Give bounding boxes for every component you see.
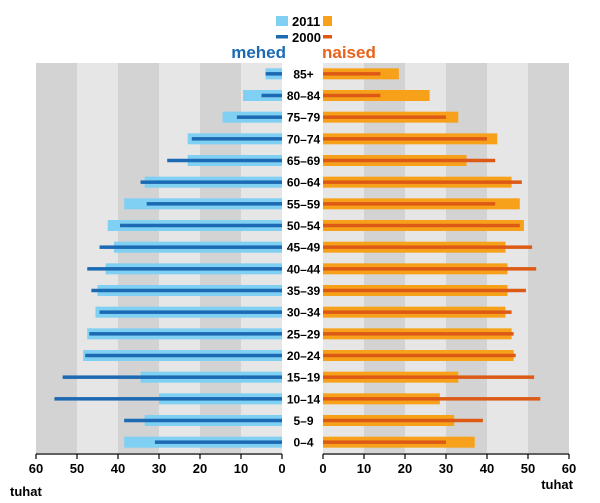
- line-female-2000: [323, 180, 522, 184]
- line-female-2000: [323, 202, 496, 206]
- age-label: 25–29: [287, 327, 321, 341]
- legend-swatch-2011-male: [276, 16, 288, 26]
- x-tick-label-left: 60: [29, 461, 43, 476]
- x-tick-label-left: 20: [193, 461, 207, 476]
- legend-swatch-2000-male: [276, 35, 288, 39]
- age-label: 45–49: [287, 241, 321, 255]
- line-male-2000: [62, 375, 283, 379]
- line-male-2000: [140, 180, 282, 184]
- x-tick-label-right: 30: [439, 461, 453, 476]
- x-tick-label-right: 20: [398, 461, 412, 476]
- band-left-0: [36, 63, 77, 453]
- line-male-2000: [91, 288, 282, 293]
- line-markers: [54, 72, 541, 444]
- line-female-2000: [323, 93, 381, 98]
- age-label: 70–74: [287, 132, 321, 146]
- age-label: 15–19: [287, 371, 321, 385]
- line-male-2000: [54, 397, 283, 401]
- legend-label-2000: 2000: [292, 30, 321, 45]
- line-male-2000: [99, 310, 282, 314]
- band-right-0: [528, 63, 569, 453]
- age-label: 40–44: [287, 262, 321, 276]
- band-right-4: [364, 63, 405, 453]
- legend-label-2011: 2011: [292, 14, 320, 29]
- x-unit-label: tuhat: [10, 484, 42, 499]
- x-tick-label-right: 40: [480, 461, 494, 476]
- line-male-2000: [154, 440, 282, 444]
- line-male-2000: [89, 332, 282, 336]
- line-female-2000: [323, 245, 533, 249]
- band-left-2: [118, 63, 159, 453]
- age-label: 10–14: [287, 392, 321, 406]
- x-unit-label-right: tuhat: [541, 477, 573, 492]
- line-male-2000: [120, 223, 282, 228]
- line-male-2000: [124, 418, 283, 423]
- left-group-label: mehed: [231, 43, 286, 62]
- line-female-2000: [323, 332, 514, 336]
- age-label: 0–4: [293, 436, 313, 450]
- age-label: 50–54: [287, 219, 321, 233]
- x-tick-label-right: 60: [562, 461, 576, 476]
- line-female-2000: [323, 375, 535, 379]
- age-label: 85+: [293, 67, 313, 81]
- line-female-2000: [323, 353, 516, 358]
- line-female-2000: [323, 223, 520, 228]
- band-right-5: [323, 63, 364, 453]
- x-tick-label-left: 30: [152, 461, 166, 476]
- x-tick-label-right: 50: [521, 461, 535, 476]
- age-label: 65–69: [287, 154, 321, 168]
- band-right-1: [487, 63, 528, 453]
- band-right-2: [446, 63, 487, 453]
- line-male-2000: [191, 137, 282, 141]
- age-label: 30–34: [287, 306, 321, 320]
- age-label: 20–24: [287, 349, 321, 363]
- line-female-2000: [323, 397, 541, 401]
- line-female-2000: [323, 310, 512, 314]
- x-tick-label-right: 10: [357, 461, 371, 476]
- band-left-1: [77, 63, 118, 453]
- x-tick-label-left: 40: [111, 461, 125, 476]
- age-label: 60–64: [287, 176, 321, 190]
- x-tick-label-right: 0: [319, 461, 326, 476]
- center-strip: [282, 63, 323, 453]
- line-female-2000: [323, 440, 446, 444]
- legend-swatch-2000-female: [323, 35, 332, 39]
- age-label: 80–84: [287, 89, 321, 103]
- line-male-2000: [261, 93, 282, 98]
- background-bands: [36, 63, 569, 453]
- line-female-2000: [323, 158, 496, 163]
- line-female-2000: [323, 137, 487, 141]
- line-male-2000: [265, 72, 282, 76]
- line-male-2000: [236, 115, 282, 119]
- line-male-2000: [85, 353, 282, 358]
- line-female-2000: [323, 267, 537, 271]
- legend-swatch-2011-female: [323, 16, 332, 26]
- age-label: 35–39: [287, 284, 321, 298]
- band-right-3: [405, 63, 446, 453]
- band-left-4: [200, 63, 241, 453]
- age-label: 5–9: [293, 414, 313, 428]
- right-group-label: naised: [322, 43, 376, 62]
- x-tick-label-left: 10: [234, 461, 248, 476]
- x-tick-label-left: 50: [70, 461, 84, 476]
- line-female-2000: [323, 288, 526, 293]
- line-male-2000: [99, 245, 282, 249]
- age-labels: 85+ 80–84 75–79 70–74 65–69 60–64 55–59 50–54 45…: [287, 67, 321, 449]
- x-tick-label-left: 0: [278, 461, 285, 476]
- age-label: 75–79: [287, 111, 321, 125]
- age-label: 55–59: [287, 197, 321, 211]
- line-female-2000: [323, 418, 483, 423]
- band-left-5: [241, 63, 282, 453]
- band-left-3: [159, 63, 200, 453]
- line-male-2000: [87, 267, 282, 271]
- line-female-2000: [323, 72, 381, 76]
- line-male-2000: [146, 202, 282, 206]
- line-male-2000: [167, 158, 282, 163]
- line-female-2000: [323, 115, 446, 119]
- legend: 2011 2000: [276, 14, 332, 45]
